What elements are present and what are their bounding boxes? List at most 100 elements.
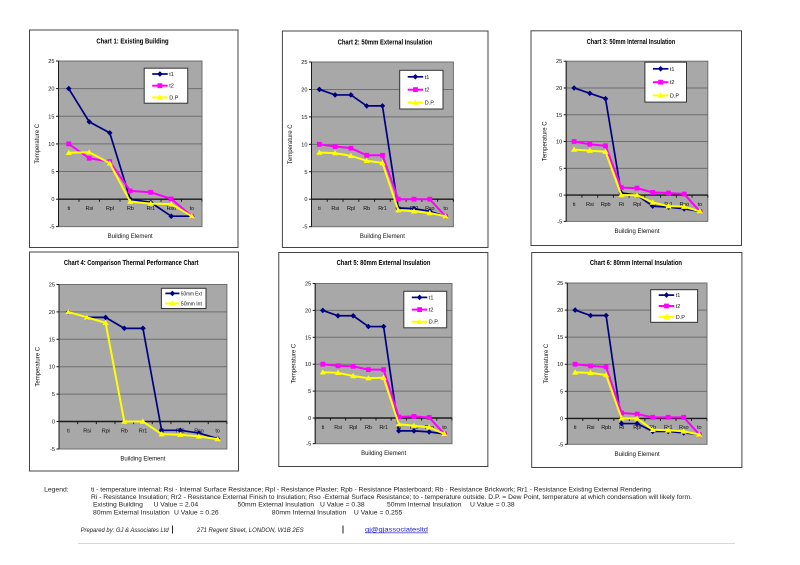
svg-text:5: 5: [308, 389, 311, 395]
svg-text:25: 25: [48, 59, 54, 65]
svg-text:0: 0: [304, 197, 307, 203]
svg-text:ti: ti: [68, 206, 70, 212]
svg-text:25: 25: [305, 282, 311, 288]
svg-text:50mm Int: 50mm Int: [181, 301, 202, 307]
svg-text:Rsi: Rsi: [83, 428, 90, 434]
svg-text:20: 20: [49, 310, 55, 316]
svg-text:10: 10: [305, 362, 311, 368]
svg-text:50mm External Insulation: 50mm External Insulation: [238, 502, 315, 509]
svg-text:Building Element: Building Element: [615, 452, 660, 458]
svg-text:Temperature C: Temperature C: [544, 343, 550, 383]
svg-text:ti - temperature internal; Rsi: ti - temperature internal; Rsi - Interna…: [91, 486, 651, 493]
svg-text:to: to: [190, 206, 194, 212]
svg-text:Building Element: Building Element: [614, 229, 659, 235]
svg-text:20: 20: [48, 87, 54, 93]
svg-text:Building Element: Building Element: [120, 457, 165, 463]
svg-text:15: 15: [301, 115, 307, 121]
svg-text:t1: t1: [676, 293, 681, 299]
svg-text:U Value = 0.255: U Value = 0.255: [354, 510, 403, 517]
svg-text:t2: t2: [169, 84, 174, 90]
svg-text:10: 10: [557, 362, 563, 368]
svg-text:t2: t2: [670, 80, 675, 86]
svg-text:Temperature C: Temperature C: [292, 343, 298, 383]
svg-text:Rpb: Rpb: [601, 202, 611, 208]
svg-text:D.P.: D.P.: [429, 320, 439, 326]
svg-text:Building Element: Building Element: [360, 234, 405, 240]
svg-text:to: to: [442, 425, 446, 431]
svg-text:15: 15: [48, 114, 54, 120]
svg-text:271 Regent Street, LONDON, W1B: 271 Regent Street, LONDON, W1B 2ES: [196, 527, 305, 534]
svg-text:Rsi: Rsi: [86, 206, 93, 212]
svg-text:t1: t1: [670, 67, 675, 73]
svg-text:Rpb: Rpb: [601, 425, 611, 431]
svg-text:U Value = 2.04: U Value = 2.04: [154, 502, 199, 509]
svg-text:to: to: [443, 206, 447, 212]
svg-text:20: 20: [301, 87, 307, 93]
svg-text:Rpl: Rpl: [349, 425, 357, 431]
svg-text:-5: -5: [303, 225, 308, 231]
svg-text:5: 5: [560, 389, 563, 395]
svg-text:Rb: Rb: [121, 428, 128, 434]
svg-text:Rpl: Rpl: [106, 206, 114, 212]
svg-text:-5: -5: [306, 442, 311, 448]
svg-text:ti: ti: [318, 206, 320, 212]
svg-text:D.P: D.P: [670, 93, 680, 99]
svg-text:Rb: Rb: [127, 206, 134, 212]
svg-text:Chart 1: Existing Building: Chart 1: Existing Building: [96, 39, 168, 46]
svg-text:t2: t2: [429, 308, 434, 314]
svg-text:Rpl: Rpl: [102, 428, 110, 434]
svg-text:Temperature C: Temperature C: [543, 121, 549, 161]
svg-text:5: 5: [559, 166, 562, 172]
svg-text:-5: -5: [557, 219, 562, 225]
svg-text:Prepared by: GJ & Associates L: Prepared by: GJ & Associates Ltd: [81, 527, 170, 534]
svg-text:5: 5: [52, 392, 55, 398]
svg-text:-5: -5: [50, 225, 55, 231]
svg-text:Rr1: Rr1: [139, 428, 148, 434]
svg-text:D.P: D.P: [676, 315, 686, 321]
svg-text:15: 15: [557, 335, 563, 341]
svg-text:25: 25: [49, 283, 55, 289]
svg-text:Chart 5: 80mm External Insula: Chart 5: 80mm External Insulation: [337, 260, 431, 267]
svg-text:10: 10: [301, 142, 307, 148]
svg-text:25: 25: [557, 281, 563, 287]
svg-text:Temperature C: Temperature C: [288, 124, 294, 164]
svg-text:0: 0: [559, 193, 562, 199]
svg-text:Chart 2: 50mm External Insula: Chart 2: 50mm External Insulation: [338, 39, 433, 46]
svg-text:Rpl: Rpl: [347, 206, 355, 212]
svg-text:10: 10: [49, 365, 55, 371]
svg-text:Ri: Ri: [619, 425, 624, 431]
svg-text:Rso: Rso: [679, 425, 688, 431]
svg-text:Rsi: Rsi: [587, 425, 594, 431]
svg-text:gj@gjassociatesltd: gj@gjassociatesltd: [365, 527, 428, 534]
svg-text:Ri - Resistance Insulation; Rr: Ri - Resistance Insulation; Rr2 - Resist…: [91, 494, 692, 501]
svg-text:Chart 4: Comparison Thermal P: Chart 4: Comparison Thermal Performance …: [64, 260, 199, 267]
svg-text:D.P: D.P: [169, 95, 179, 101]
svg-text:Building Element: Building Element: [361, 451, 406, 457]
svg-text:Legend:: Legend:: [44, 486, 69, 493]
svg-text:Rsi: Rsi: [586, 202, 593, 208]
svg-text:Building Element: Building Element: [108, 234, 153, 240]
svg-text:Chart 6: 80mm Internal Insula: Chart 6: 80mm Internal Insulation: [590, 260, 682, 267]
svg-text:0: 0: [560, 416, 563, 422]
svg-text:80mm Internal Insulation: 80mm Internal Insulation: [272, 510, 347, 517]
svg-text:D.P.: D.P.: [425, 101, 435, 107]
svg-text:ti: ti: [573, 202, 575, 208]
svg-text:15: 15: [305, 335, 311, 341]
svg-text:-5: -5: [50, 447, 55, 453]
svg-text:Rsi: Rsi: [331, 206, 338, 212]
svg-text:-5: -5: [558, 442, 563, 448]
svg-text:Chart 3: 50mm Internal Insulat: Chart 3: 50mm Internal Insulation: [587, 39, 676, 46]
svg-text:50mm Internal Insulation: 50mm Internal Insulation: [387, 502, 462, 509]
svg-text:25: 25: [301, 60, 307, 66]
svg-text:15: 15: [556, 113, 562, 119]
svg-text:10: 10: [48, 142, 54, 148]
svg-text:ti: ti: [67, 428, 69, 434]
svg-text:Rr1: Rr1: [378, 206, 387, 212]
svg-text:to: to: [215, 428, 219, 434]
svg-text:20: 20: [556, 86, 562, 92]
svg-text:U Value = 0.38: U Value = 0.38: [470, 502, 515, 509]
svg-text:Rb: Rb: [365, 425, 372, 431]
svg-text:Ri: Ri: [619, 202, 624, 208]
svg-text:ti: ti: [322, 425, 324, 431]
svg-text:20: 20: [557, 308, 563, 314]
